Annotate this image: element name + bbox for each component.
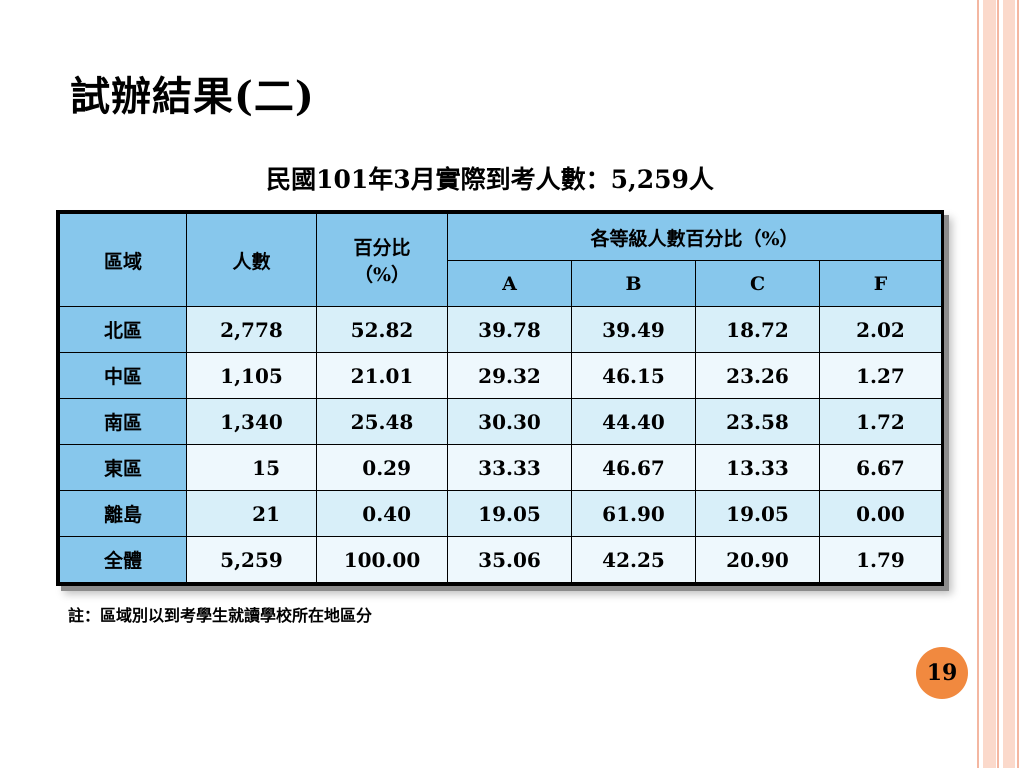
row-count: 15 (186, 444, 317, 491)
table-row: 離島 21 0.40 19.05 61.90 19.05 0.00 (59, 490, 942, 537)
row-region: 離島 (59, 490, 187, 537)
row-grade-c: 20.90 (695, 536, 820, 583)
row-grade-a: 19.05 (447, 490, 572, 537)
header-percent: 百分比 （%） (316, 213, 448, 307)
header-grade-c: C (695, 260, 820, 307)
row-grade-b: 61.90 (571, 490, 696, 537)
row-percent: 21.01 (316, 352, 448, 399)
edge-stripe (1003, 0, 1015, 768)
table-row: 北區 2,778 52.82 39.78 39.49 18.72 2.02 (59, 306, 942, 353)
row-region: 全體 (59, 536, 187, 583)
row-count: 21 (186, 490, 317, 537)
edge-stripe (977, 0, 979, 768)
row-grade-f: 0.00 (819, 490, 942, 537)
slide-subtitle: 民國101年3月實際到考人數：5,259人 (266, 165, 714, 194)
header-count: 人數 (186, 213, 317, 307)
edge-stripe (997, 0, 999, 768)
row-grade-f: 1.72 (819, 398, 942, 445)
row-grade-f: 1.27 (819, 352, 942, 399)
row-count: 1,105 (186, 352, 317, 399)
row-count: 5,259 (186, 536, 317, 583)
row-grade-f: 2.02 (819, 306, 942, 353)
page-number: 19 (926, 660, 958, 686)
row-grade-c: 19.05 (695, 490, 820, 537)
table-row: 中區 1,105 21.01 29.32 46.15 23.26 1.27 (59, 352, 942, 399)
row-count: 1,340 (186, 398, 317, 445)
row-percent: 100.00 (316, 536, 448, 583)
results-table: 區域 人數 百分比 （%） 各等級人數百分比（%） A B C F 北區 2,7… (59, 213, 942, 583)
table-row: 全體 5,259 100.00 35.06 42.25 20.90 1.79 (59, 536, 942, 583)
row-grade-b: 46.15 (571, 352, 696, 399)
row-grade-b: 39.49 (571, 306, 696, 353)
row-region: 東區 (59, 444, 187, 491)
row-grade-c: 23.26 (695, 352, 820, 399)
row-grade-c: 23.58 (695, 398, 820, 445)
header-percent-line1: 百分比 (353, 237, 411, 259)
header-grade-group: 各等級人數百分比（%） (447, 213, 942, 261)
row-grade-f: 1.79 (819, 536, 942, 583)
header-percent-line2: （%） (353, 264, 411, 286)
row-percent: 25.48 (316, 398, 448, 445)
results-table-container: 區域 人數 百分比 （%） 各等級人數百分比（%） A B C F 北區 2,7… (56, 210, 944, 586)
row-grade-f: 6.67 (819, 444, 942, 491)
table-row: 南區 1,340 25.48 30.30 44.40 23.58 1.72 (59, 398, 942, 445)
table-row: 東區 15 0.29 33.33 46.67 13.33 6.67 (59, 444, 942, 491)
header-grade-b: B (571, 260, 696, 307)
header-region: 區域 (59, 213, 187, 307)
header-grade-a: A (447, 260, 572, 307)
row-grade-a: 29.32 (447, 352, 572, 399)
row-grade-a: 30.30 (447, 398, 572, 445)
row-percent: 0.29 (316, 444, 448, 491)
row-grade-a: 33.33 (447, 444, 572, 491)
row-grade-c: 18.72 (695, 306, 820, 353)
row-percent: 52.82 (316, 306, 448, 353)
row-grade-b: 42.25 (571, 536, 696, 583)
row-region: 中區 (59, 352, 187, 399)
row-percent: 0.40 (316, 490, 448, 537)
row-grade-a: 39.78 (447, 306, 572, 353)
edge-stripe (1017, 0, 1019, 768)
row-grade-b: 46.67 (571, 444, 696, 491)
footnote: 註：區域別以到考學生就讀學校所在地區分 (68, 606, 373, 625)
row-count: 2,778 (186, 306, 317, 353)
row-grade-a: 35.06 (447, 536, 572, 583)
page-number-badge: 19 (916, 647, 968, 699)
row-grade-c: 13.33 (695, 444, 820, 491)
row-grade-b: 44.40 (571, 398, 696, 445)
slide-title: 試辦結果(二) (70, 73, 315, 120)
row-region: 南區 (59, 398, 187, 445)
edge-stripe (983, 0, 996, 768)
row-region: 北區 (59, 306, 187, 353)
header-grade-f: F (819, 260, 942, 307)
